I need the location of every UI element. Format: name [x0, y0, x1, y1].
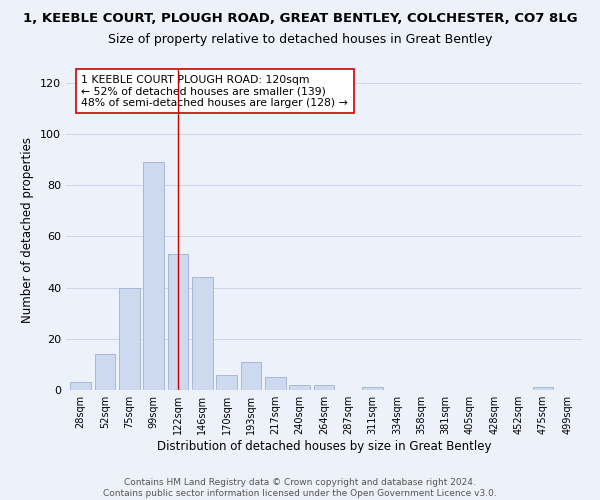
Bar: [362, 388, 383, 390]
Bar: [265, 377, 286, 390]
Bar: [95, 354, 115, 390]
Bar: [143, 162, 164, 390]
Text: Contains HM Land Registry data © Crown copyright and database right 2024.
Contai: Contains HM Land Registry data © Crown c…: [103, 478, 497, 498]
Bar: [119, 288, 140, 390]
Bar: [192, 278, 212, 390]
Bar: [216, 374, 237, 390]
Bar: [314, 385, 334, 390]
Bar: [533, 388, 553, 390]
Text: 1 KEEBLE COURT PLOUGH ROAD: 120sqm
← 52% of detached houses are smaller (139)
48: 1 KEEBLE COURT PLOUGH ROAD: 120sqm ← 52%…: [82, 75, 348, 108]
Bar: [167, 254, 188, 390]
X-axis label: Distribution of detached houses by size in Great Bentley: Distribution of detached houses by size …: [157, 440, 491, 453]
Bar: [70, 382, 91, 390]
Y-axis label: Number of detached properties: Number of detached properties: [22, 137, 34, 323]
Text: 1, KEEBLE COURT, PLOUGH ROAD, GREAT BENTLEY, COLCHESTER, CO7 8LG: 1, KEEBLE COURT, PLOUGH ROAD, GREAT BENT…: [23, 12, 577, 26]
Bar: [241, 362, 262, 390]
Text: Size of property relative to detached houses in Great Bentley: Size of property relative to detached ho…: [108, 32, 492, 46]
Bar: [289, 385, 310, 390]
